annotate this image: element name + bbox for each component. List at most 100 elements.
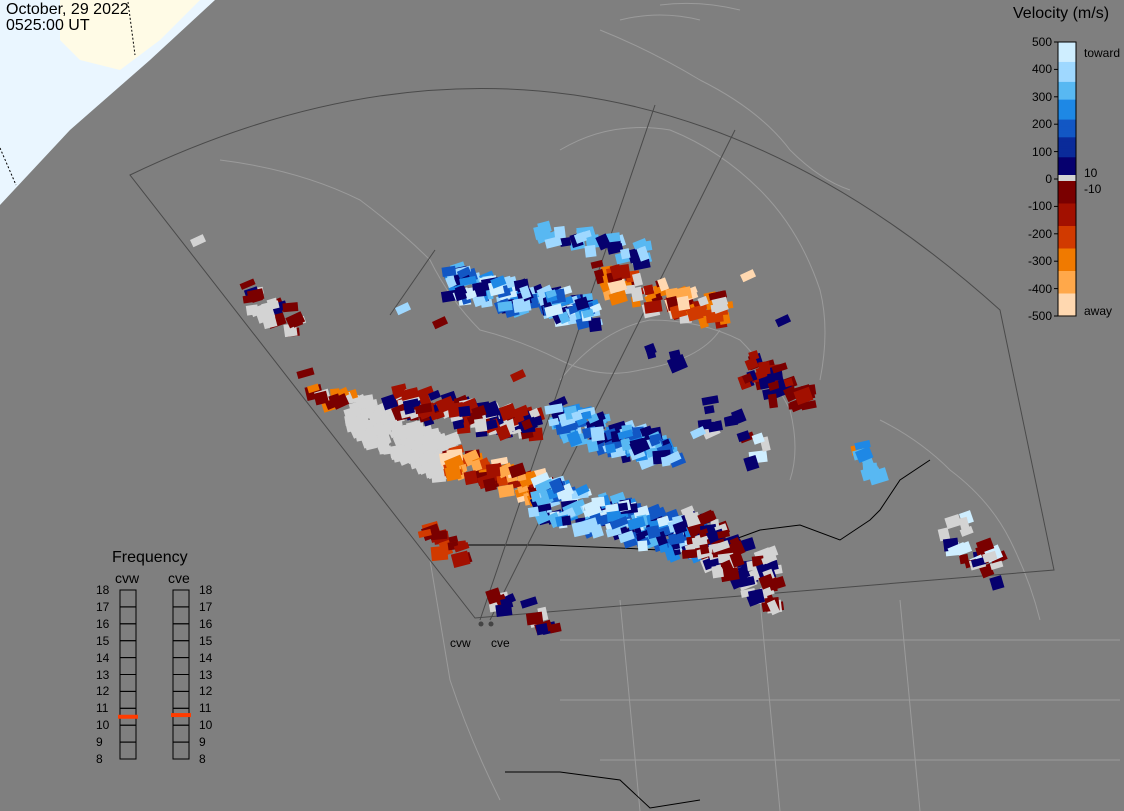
velocity-cell (588, 317, 602, 333)
velocity-cell (512, 297, 532, 314)
velocity-cell (711, 565, 724, 579)
frequency-gauge-cell (119, 657, 137, 675)
colorbar-segment (1058, 119, 1076, 123)
velocity-cell (758, 361, 771, 376)
frequency-site-cve: cve (168, 570, 190, 586)
velocity-cell (636, 245, 650, 262)
cve-site-marker (488, 621, 494, 627)
frequency-gauge-cell (172, 623, 190, 642)
colorbar-segment (1058, 117, 1076, 121)
velocity-cell (495, 424, 512, 442)
velocity-cell (296, 367, 315, 380)
velocity-cell (558, 311, 571, 325)
velocity-cell (527, 506, 540, 518)
colorbar-segment (1058, 139, 1076, 143)
date-label: October, 29 2022 (6, 1, 129, 18)
colorbar-segment (1058, 141, 1076, 145)
frequency-gauge-cell (119, 724, 137, 743)
velocity-cell (697, 295, 709, 307)
colorbar-segment (1058, 221, 1076, 225)
colorbar-segment (1058, 101, 1076, 105)
colorbar-segment (1058, 42, 1076, 45)
colorbar-segment (1058, 46, 1076, 50)
colorbar-segment (1058, 208, 1076, 211)
velocity-cell (406, 420, 425, 436)
colorbar-segment (1058, 77, 1076, 81)
velocity-cell (690, 426, 707, 440)
colorbar-segment (1058, 166, 1076, 169)
colorbar-segment (1058, 86, 1076, 90)
velocity-cell (470, 459, 483, 472)
velocity-cell (360, 404, 376, 417)
velocity-cell (559, 237, 572, 247)
frequency-gauge-cell (172, 606, 190, 625)
velocity-cell (554, 482, 574, 500)
colorbar-tick-label: 100 (1031, 144, 1052, 159)
frequency-gauge-cell (119, 640, 137, 659)
colorbar-segment (1058, 282, 1076, 286)
colorbar-segment (1058, 259, 1076, 263)
velocity-cell (629, 437, 651, 456)
velocity-cell (617, 429, 634, 440)
velocity-cell (428, 389, 441, 401)
velocity-cell (517, 484, 529, 494)
colorbar-segment (1058, 57, 1076, 61)
velocity-cell (989, 560, 1004, 570)
velocity-cell (559, 295, 574, 307)
colorbar-segment (1058, 79, 1076, 83)
velocity-cell (415, 385, 435, 399)
velocity-cell (741, 372, 754, 384)
frequency-tick-label: 9 (96, 735, 103, 750)
velocity-cell (381, 393, 399, 411)
frequency-gauge-cell (172, 690, 190, 709)
velocity-cell (429, 427, 441, 439)
velocity-cell (450, 550, 471, 568)
frequency-gauge-cell (119, 741, 137, 760)
colorbar-segment (1058, 121, 1076, 125)
velocity-cell (190, 234, 207, 248)
velocity-cell (444, 465, 462, 482)
colorbar-segment (1058, 268, 1076, 272)
colorbar-tick-label: -300 (1027, 254, 1052, 269)
velocity-cell (456, 266, 472, 279)
colorbar-segment (1058, 284, 1076, 288)
velocity-cell (399, 433, 416, 446)
colorbar-segment (1058, 48, 1076, 52)
velocity-cell (250, 303, 269, 318)
velocity-cell (668, 532, 685, 546)
colorbar-tick-label: 300 (1031, 89, 1052, 104)
velocity-cell (663, 546, 676, 561)
velocity-cell (591, 496, 606, 508)
velocity-cell (544, 303, 564, 318)
velocity-cell (729, 551, 745, 568)
colorbar-segment (1058, 241, 1076, 245)
velocity-cell (751, 432, 765, 445)
velocity-cell (533, 224, 552, 241)
colorbar-title: Velocity (m/s) (1013, 5, 1110, 22)
colorbar-segment (1058, 313, 1076, 317)
velocity-cell (609, 263, 623, 280)
colorbar-tick-label: -200 (1027, 226, 1052, 241)
velocity-cell (445, 275, 457, 289)
velocity-cell (767, 393, 778, 409)
colorbar-segment (1058, 255, 1076, 259)
frequency-tick-label: 17 (199, 599, 213, 614)
velocity-cell (736, 569, 749, 584)
velocity-cell (536, 284, 554, 300)
frequency-tick-label: 12 (199, 684, 213, 699)
colorbar-segment (1058, 148, 1076, 152)
site-label-cve: cve (491, 636, 510, 650)
velocity-cell (307, 383, 320, 394)
frequency-gauge-cell (172, 741, 190, 760)
colorbar-segment (1058, 199, 1076, 202)
velocity-cell (982, 550, 998, 563)
colorbar-segment (1058, 88, 1076, 92)
velocity-cell (343, 405, 362, 420)
velocity-cell (485, 587, 503, 605)
velocity-cell (589, 303, 602, 314)
colorbar-segment (1058, 185, 1076, 189)
velocity-cell (744, 357, 759, 371)
colorbar-segment (1058, 70, 1076, 74)
colorbar-segment (1058, 187, 1076, 191)
velocity-cell (576, 230, 592, 241)
